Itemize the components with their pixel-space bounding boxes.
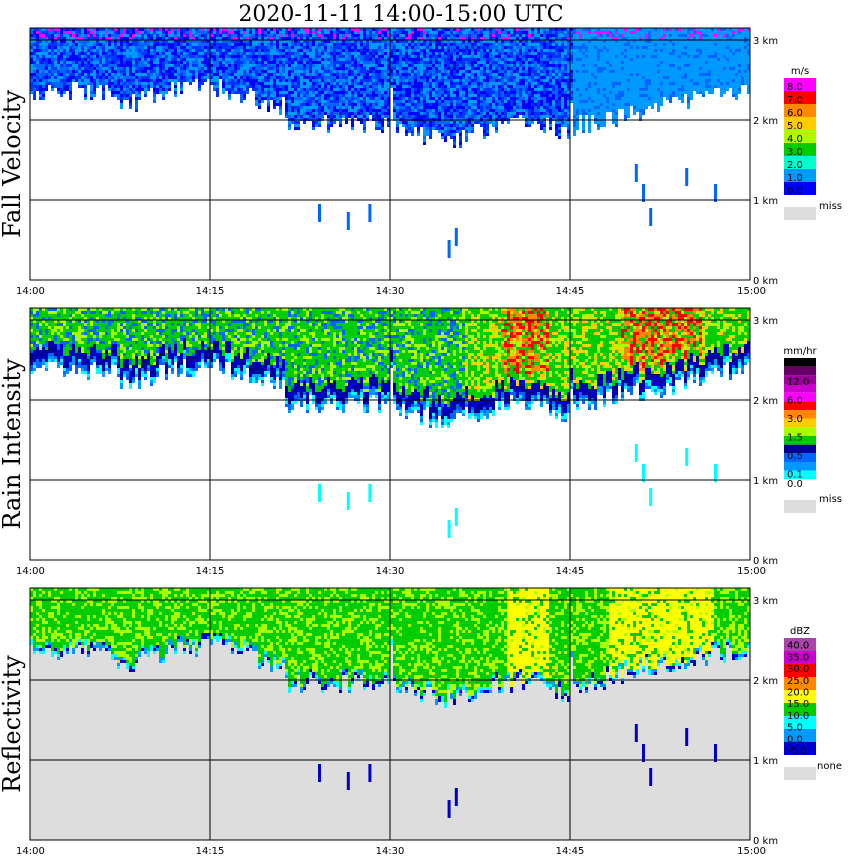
colorbar-label: 20.0	[787, 688, 809, 699]
colorbar-missing-label: miss	[819, 201, 842, 212]
colorbar-label: 2.0	[787, 160, 803, 171]
x-tick-label: 14:15	[196, 286, 225, 297]
colorbar-label: 7.0	[787, 95, 803, 106]
y-tick-label: 1 km	[753, 196, 778, 207]
colorbar-unit: dBZ	[790, 626, 810, 637]
y-tick-label: 2 km	[753, 676, 778, 687]
colorbar-label: 30.0	[787, 664, 809, 675]
colorbar-label: 5.0	[787, 723, 803, 734]
colorbar-label: 3.0	[787, 147, 803, 158]
x-tick-label: 14:00	[16, 286, 45, 297]
colorbar-label: 10.0	[787, 711, 809, 722]
colorbar-missing-swatch	[784, 207, 816, 220]
panel-rain: 14:00 14:15 14:30 14:45 15:000 km 1 km 2 km 3 k…	[0, 308, 842, 577]
x-tick-label: 14:45	[556, 286, 585, 297]
colorbar-label: 15.0	[787, 699, 809, 710]
colorbar: m/s 8.0 7.0 6.0 5.0 4.0 3.0 2.0 1.0 0.0 miss	[784, 66, 842, 220]
x-tick-label: 14:30	[376, 286, 405, 297]
colorbar-label: 40.0	[787, 641, 809, 652]
x-tick-label: 14:00	[16, 566, 45, 577]
colorbar-label: 6.0	[787, 108, 803, 119]
panels: 14:00 14:15 14:30 14:45 15:000 km1 km2 km3 k…	[0, 28, 842, 857]
y-tick-label: 2 km	[753, 116, 778, 127]
panel-velocity: 14:00 14:15 14:30 14:45 15:000 km 1 km 2 km 3 k…	[0, 28, 842, 297]
colorbar-label: 35.0	[787, 652, 809, 663]
colorbar-label: 0.0	[787, 734, 803, 745]
y-tick-label: 3 km	[753, 316, 778, 327]
colorbar-label: 48.0	[787, 358, 809, 369]
colorbar-label: 12.0	[787, 377, 809, 388]
x-tick-label: 14:30	[376, 846, 405, 857]
colorbar: dBZ 40.035.030.025.020.015.010.05.00.0-5.…	[784, 626, 842, 780]
figure-title: 2020-11-11 14:00-15:00 UTC	[238, 2, 563, 27]
colorbar-missing-swatch	[784, 500, 816, 513]
x-tick-label: 14:45	[556, 566, 585, 577]
y-tick-label: 1 km	[753, 756, 778, 767]
colorbar-label: 6.0	[787, 395, 803, 406]
panel-ylabel: Reflectivity	[0, 655, 26, 793]
colorbar-missing-label: none	[817, 761, 842, 772]
colorbar-label: 0.0	[787, 479, 803, 490]
colorbar-missing-label: miss	[819, 494, 842, 505]
panel-ylabel: Fall Velocity	[0, 90, 26, 239]
colorbar-label: -5.0	[787, 746, 807, 757]
colorbar-label: 0.0	[787, 186, 803, 197]
x-tick-label: 15:00	[737, 286, 766, 297]
x-tick-label: 14:15	[196, 846, 225, 857]
colorbar-label: 5.0	[787, 121, 803, 132]
x-tick-label: 14:00	[16, 846, 45, 857]
y-tick-label: 0 km	[753, 836, 778, 847]
colorbar-label: 1.5	[787, 433, 803, 444]
y-tick-label: 0 km	[753, 276, 778, 287]
y-tick-label: 0 km	[753, 556, 778, 567]
x-tick-label: 14:30	[376, 566, 405, 577]
x-tick-label: 14:45	[556, 846, 585, 857]
panel-refl: 14:00 14:15 14:30 14:45 15:000 km 1 km 2 km 3 k…	[0, 588, 842, 857]
x-tick-label: 14:15	[196, 566, 225, 577]
colorbar-label: 0.5	[787, 451, 803, 462]
panel-ylabel: Rain Intensity	[0, 358, 26, 530]
colorbar-missing-swatch	[784, 767, 816, 780]
x-tick-label: 15:00	[737, 846, 766, 857]
colorbar-label: 8.0	[787, 82, 803, 93]
colorbar-label: 1.0	[787, 173, 803, 184]
colorbar-label: 25.0	[787, 676, 809, 687]
y-tick-label: 3 km	[753, 596, 778, 607]
y-tick-label: 3 km	[753, 36, 778, 47]
colorbar-label: 3.0	[787, 414, 803, 425]
y-tick-label: 2 km	[753, 396, 778, 407]
colorbar-unit: m/s	[791, 66, 809, 77]
colorbar-label: 4.0	[787, 134, 803, 145]
x-tick-label: 15:00	[737, 566, 766, 577]
y-tick-label: 1 km	[753, 476, 778, 487]
colorbar-unit: mm/hr	[783, 346, 817, 357]
